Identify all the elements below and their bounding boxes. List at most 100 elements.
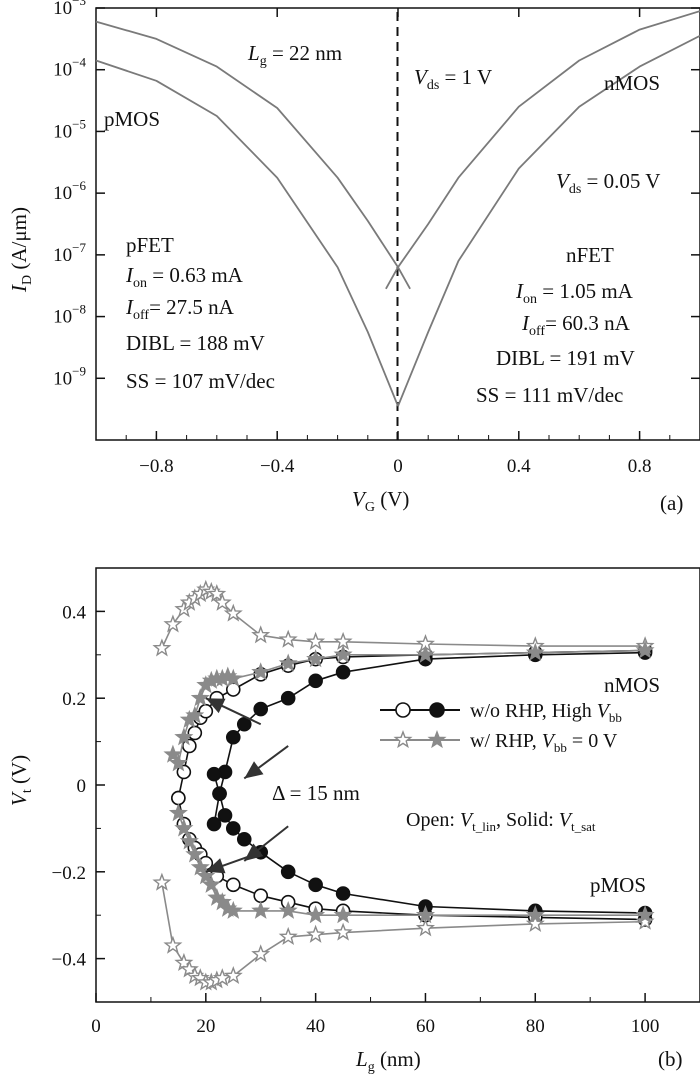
legend-no-rhp-v: V: [597, 700, 612, 722]
marker-star-open: [635, 911, 655, 930]
note-vlin-sub: t_lin: [472, 819, 496, 834]
panel-b-legend: w/o RHP, High Vbb w/ RHP, Vbb = 0 V: [380, 700, 622, 755]
marker-circle-solid: [225, 821, 241, 836]
nfet-ss: SS = 111 mV/dec: [476, 383, 623, 407]
marker-star-open: [251, 944, 271, 963]
marker-star-open: [212, 592, 232, 611]
marker-star-solid: [251, 662, 271, 681]
a-y-tick-label: 10−7: [53, 240, 86, 266]
marker-star-open: [152, 638, 172, 657]
marker-star-solid: [333, 905, 353, 924]
marker-star-solid: [185, 844, 205, 863]
pfet-ioff-sub: off: [133, 308, 149, 323]
pfet-ioff-main: I: [125, 295, 134, 319]
a-y-tick-label: 10−5: [53, 116, 86, 142]
a-y-tick-label: 10−8: [53, 302, 86, 328]
nfet-ion-main: I: [515, 279, 524, 303]
a-x-tick-label: 0: [393, 456, 403, 477]
lg-main: L: [247, 41, 260, 65]
curve-pmos-vds-low: [95, 59, 399, 407]
marker-star-solid: [196, 866, 216, 885]
nfet-dibl: DIBL = 191 mV: [496, 346, 635, 370]
marker-circle-solid: [236, 831, 252, 847]
legend-label-no-rhp: w/o RHP, High Vbb: [470, 700, 622, 725]
vds1-annotation: Vds = 1 V: [414, 65, 492, 93]
pfet-ion-rest: = 0.63 mA: [147, 263, 244, 287]
marker-star-open: [393, 730, 413, 749]
marker-circle-solid: [308, 877, 323, 893]
pfet-stats: pFET Ion = 0.63 mA Ioff= 27.5 nA DIBL = …: [125, 233, 275, 393]
vds1-rest: = 1 V: [439, 65, 492, 89]
marker-circle-solid: [206, 766, 222, 782]
panel-b-x-label-main: L: [355, 1047, 368, 1071]
b-x-tick-label: 0: [91, 1016, 101, 1037]
marker-star-solid: [185, 705, 205, 724]
nmos-label-a: nMOS: [604, 71, 660, 95]
legend-label-rhp: w/ RHP, Vbb = 0 V: [470, 730, 618, 755]
note-vsat-main: V: [559, 809, 574, 831]
marker-star-solid: [190, 857, 210, 876]
marker-star-solid: [415, 644, 436, 663]
line-rhp-lin-n: [161, 588, 646, 649]
marker-circle-solid: [280, 864, 296, 880]
b-x-tick-label: 40: [306, 1016, 325, 1037]
marker-circle-solid: [212, 786, 227, 801]
marker-star-solid: [635, 640, 655, 659]
curve-nmos-vds-low: [397, 34, 700, 407]
delta-arrow-head: [205, 698, 226, 714]
delta-arrow-head: [205, 858, 226, 874]
pfet-ion: Ion = 0.63 mA: [125, 263, 244, 291]
marker-star-solid: [174, 818, 194, 837]
lg-rest: = 22 nm: [267, 41, 342, 65]
b-y-tick-label: −0.2: [52, 863, 86, 884]
series-norhp-sat-p: [206, 766, 653, 921]
marker-star-solid: [635, 905, 655, 924]
panel-a-x-label-sub: G: [365, 500, 375, 515]
panel-b-frame: [95, 567, 700, 1003]
marker-circle-solid: [308, 673, 323, 689]
pfet-dibl: DIBL = 188 mV: [126, 331, 265, 355]
legend-item-no-rhp: w/o RHP, High Vbb: [380, 700, 622, 725]
panel-a-y-label-unit: (A/μm): [7, 207, 31, 275]
panel-a-ticks: −0.8 −0.4 0 0.4 0.8 10−3 10−4 10−5 10−6 10−7 10−8 1…: [53, 0, 700, 477]
a-x-tick-label: −0.8: [139, 456, 173, 477]
pfet-ion-sub: on: [133, 276, 147, 291]
delta-arrow-head: [244, 761, 264, 779]
legend-rhp-main: w/ RHP,: [470, 730, 542, 752]
marker-star-solid: [174, 727, 194, 746]
b-y-tick-label: 0: [77, 776, 87, 797]
marker-circle-open: [187, 725, 203, 741]
marker-star-open: [223, 603, 243, 622]
a-x-tick-label: −0.4: [260, 456, 295, 477]
marker-circle-solid: [206, 816, 222, 832]
vds1-main: V: [414, 65, 429, 89]
marker-star-solid: [306, 905, 326, 924]
marker-star-open: [152, 872, 172, 891]
panel-b-ticks: 0 20 40 60 80 100 0.4 0.2 0 −0.2 −0.4: [52, 567, 700, 1037]
legend-marker-solid-circle: [429, 702, 445, 718]
nfet-ion-rest: = 1.05 mA: [537, 279, 634, 303]
marker-circle-open: [225, 877, 241, 893]
vds1-sub: ds: [427, 78, 439, 93]
delta-arrow-head: [244, 843, 264, 861]
legend-marker-solid-star: [427, 730, 447, 749]
marker-star-solid: [168, 753, 188, 772]
marker-circle-open: [171, 790, 186, 806]
legend-rhp-sub: bb: [554, 740, 567, 755]
legend-marker-open-star: [393, 730, 413, 749]
marker-circle-open: [253, 888, 269, 903]
series-rhp-lin-n: [152, 579, 655, 657]
panel-b-y-label-sub: t: [20, 789, 35, 793]
curve-nmos-vds-high: [385, 10, 700, 290]
marker-star-open: [278, 926, 298, 946]
marker-star-solid: [190, 688, 210, 707]
note-vlin-main: V: [460, 809, 475, 831]
delta-annotation: Δ = 15 nm: [272, 781, 360, 805]
b-x-tick-label: 20: [196, 1016, 215, 1037]
marker-star-solid: [278, 653, 298, 672]
nfet-ion-sub: on: [523, 292, 537, 307]
panel-a-x-label: VG (V): [352, 487, 409, 515]
panel-b-arrows: [205, 697, 289, 874]
pfet-ss: SS = 107 mV/dec: [126, 369, 275, 393]
marker-star-open: [207, 584, 227, 603]
